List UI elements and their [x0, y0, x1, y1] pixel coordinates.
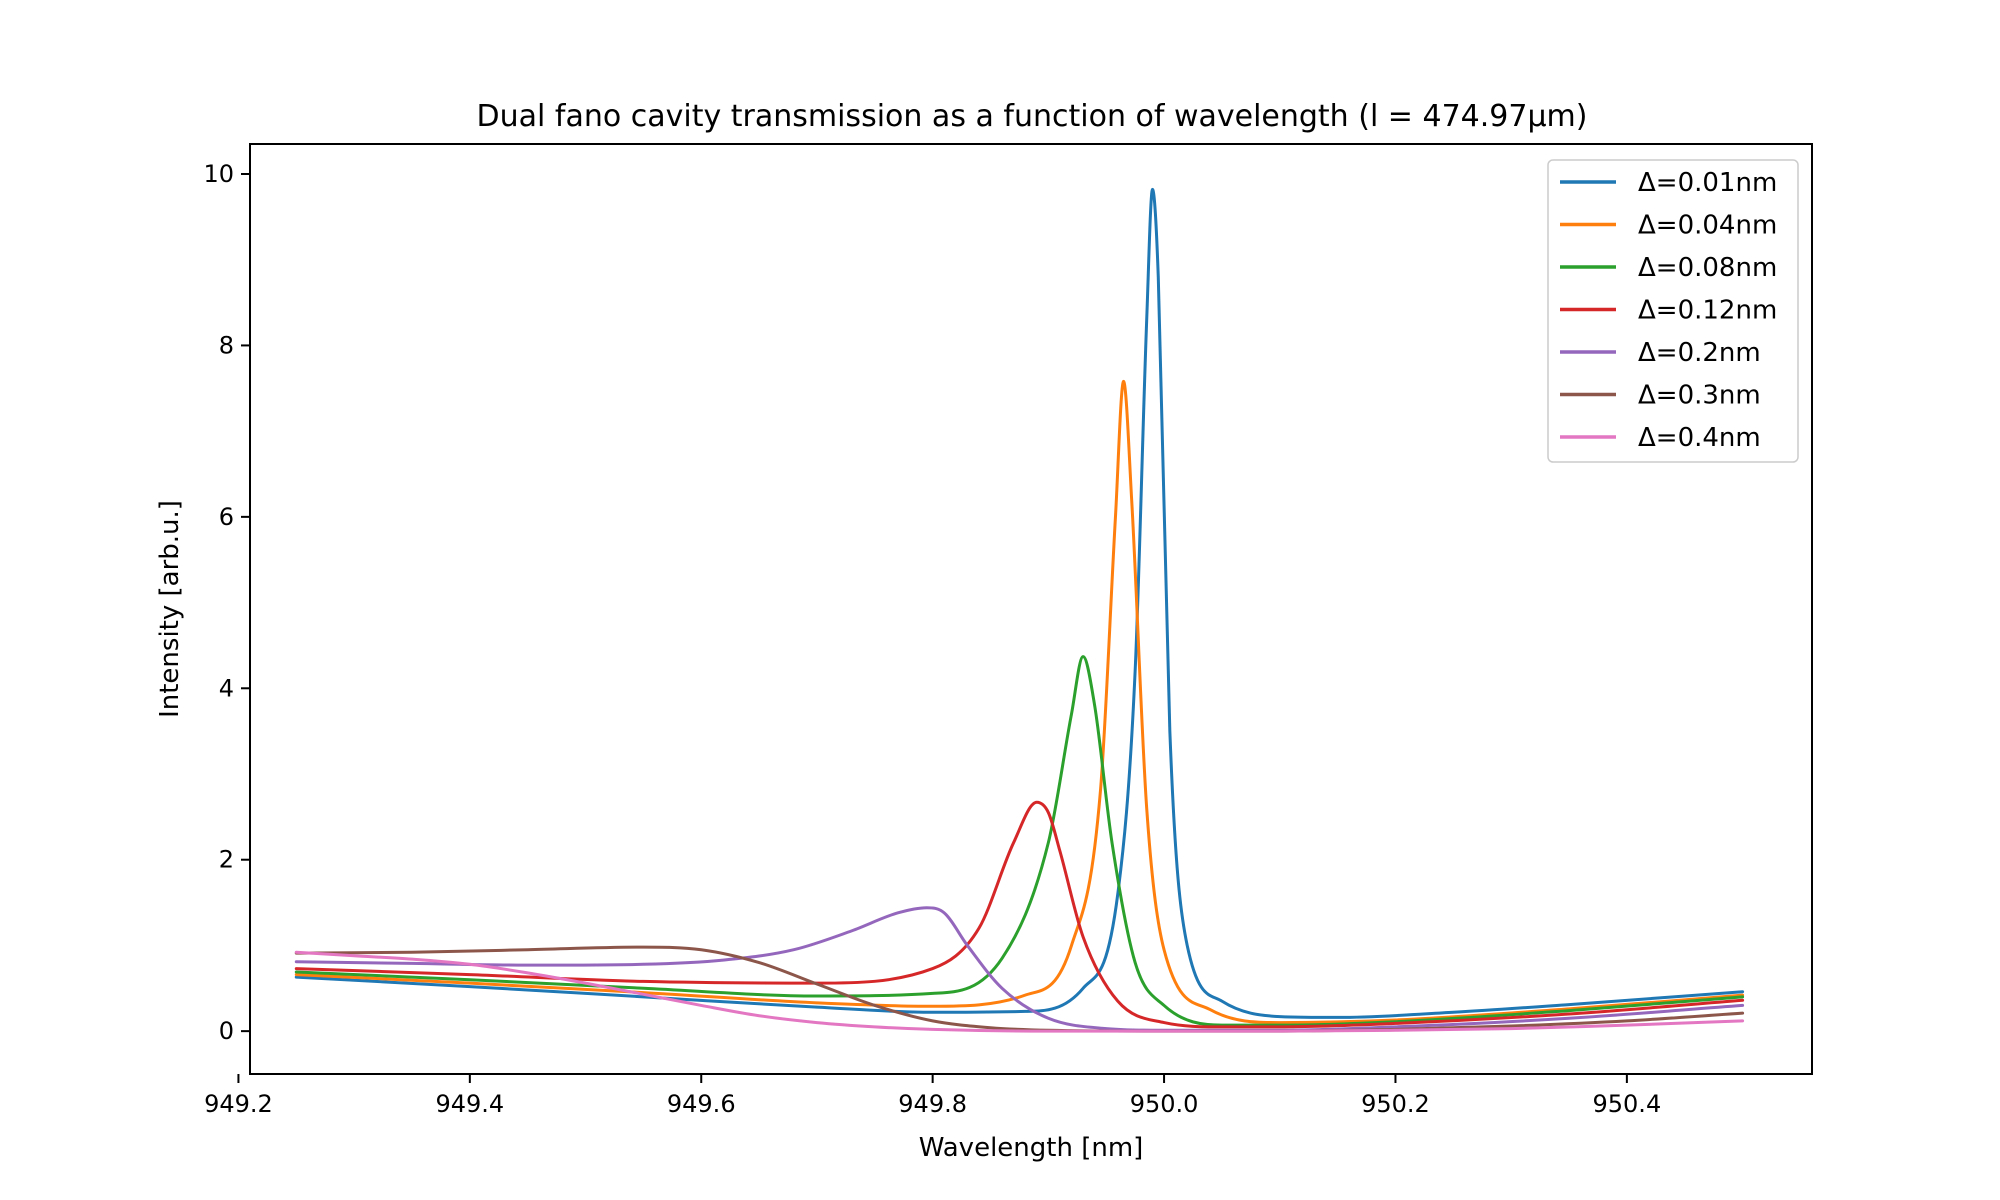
y-tick-label: 0 [219, 1017, 234, 1045]
series-line-6 [294, 950, 1745, 1033]
series-line-4 [294, 906, 1745, 1032]
x-tick-label: 949.2 [204, 1090, 273, 1118]
legend: Δ=0.01nm Δ=0.04nm Δ=0.08nm Δ=0.12nm Δ=0.2nm Δ… [1547, 159, 1799, 463]
legend-label: Δ=0.01nm [1638, 168, 1777, 198]
x-axis-label: Wavelength [nm] [919, 1133, 1144, 1163]
y-tick-label: 6 [219, 503, 234, 531]
legend-label: Δ=0.2nm [1638, 338, 1761, 368]
x-tick-label: 950.4 [1593, 1090, 1662, 1118]
y-tick-label: 8 [219, 331, 234, 359]
legend-label: Δ=0.4nm [1638, 423, 1761, 453]
y-tick-label: 4 [219, 674, 234, 702]
series-line-5 [294, 945, 1745, 1033]
chart-title: Dual fano cavity transmission as a funct… [477, 99, 1588, 134]
y-tick-label: 10 [203, 160, 234, 188]
x-tick-label: 949.8 [898, 1090, 967, 1118]
plot-frame [249, 143, 1813, 1075]
legend-label: Δ=0.3nm [1638, 381, 1761, 411]
legend-label: Δ=0.04nm [1638, 211, 1777, 241]
series-line-1 [294, 379, 1745, 1025]
y-axis-ticks: 0 2 4 6 8 10 [203, 160, 250, 1045]
x-tick-label: 949.4 [435, 1090, 504, 1118]
x-axis-ticks: 949.2 949.4 949.6 949.8 950.0 950.2 950.4 [204, 1074, 1661, 1118]
series-line-3 [294, 800, 1745, 1029]
x-tick-label: 950.0 [1130, 1090, 1199, 1118]
series-line-2 [294, 655, 1745, 1027]
y-tick-label: 2 [219, 846, 234, 874]
series-line-0 [294, 187, 1745, 1019]
y-axis-label: Intensity [arb.u.] [155, 500, 185, 718]
legend-items: Δ=0.01nm Δ=0.04nm Δ=0.08nm Δ=0.12nm Δ=0.2nm Δ… [1560, 168, 1777, 453]
x-tick-label: 950.2 [1361, 1090, 1430, 1118]
plot-series [294, 187, 1745, 1033]
legend-box [1547, 159, 1799, 463]
x-tick-label: 949.6 [667, 1090, 736, 1118]
legend-label: Δ=0.12nm [1638, 296, 1777, 326]
legend-label: Δ=0.08nm [1638, 253, 1777, 283]
